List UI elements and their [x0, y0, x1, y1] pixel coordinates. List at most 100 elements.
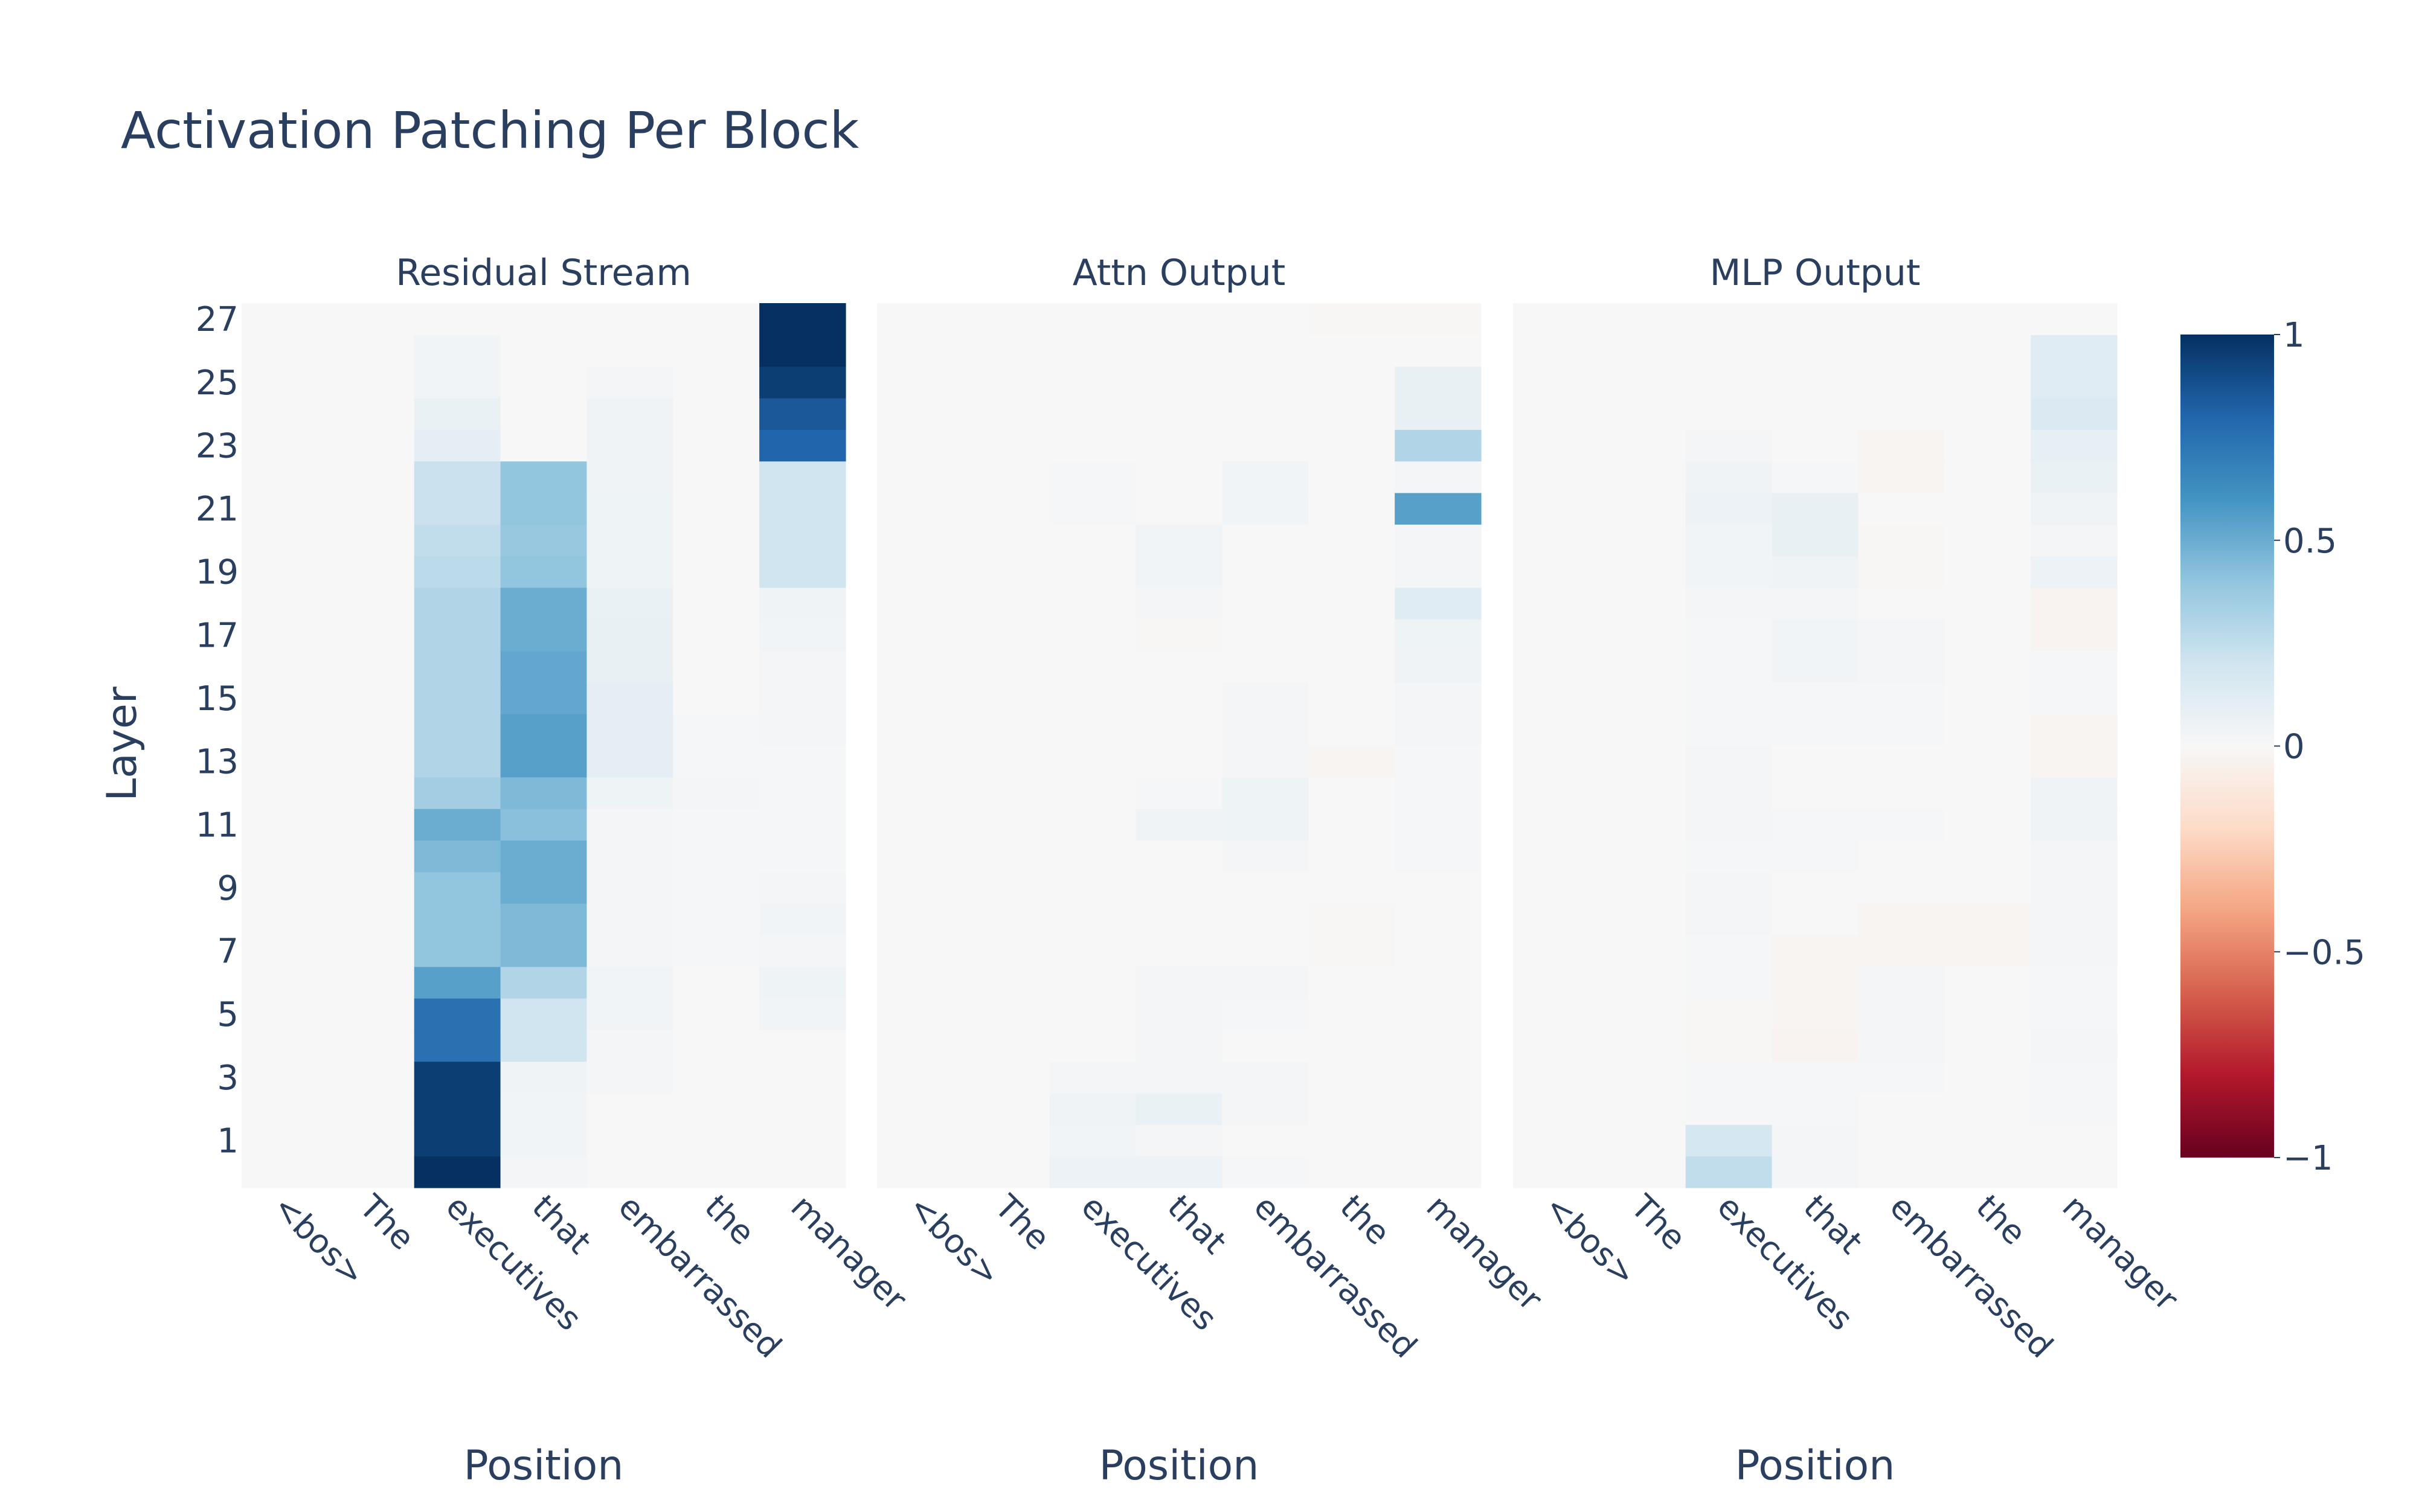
heatmap-cell [673, 1061, 760, 1094]
heatmap-cell [586, 840, 673, 873]
heatmap-cell [1599, 619, 1686, 652]
heatmap-cell [1944, 966, 2031, 999]
heatmap-cell [1772, 1030, 1859, 1062]
heatmap-cell [1395, 745, 1482, 778]
heatmap-cell [1308, 777, 1395, 809]
heatmap-cell [327, 1061, 415, 1094]
heatmap-cell [500, 903, 588, 936]
heatmap-cell [327, 777, 415, 809]
heatmap-cell [1685, 840, 1773, 873]
heatmap-cell [242, 556, 329, 588]
heatmap-cell [877, 1156, 964, 1188]
heatmap-cell [1685, 903, 1773, 936]
heatmap-cell [1395, 1124, 1482, 1157]
subplot-title: Residual Stream [396, 252, 692, 294]
heatmap-cell [1136, 492, 1223, 525]
heatmap-cell [1599, 556, 1686, 588]
heatmap-cell [1599, 429, 1686, 462]
heatmap-cell [1772, 1156, 1859, 1188]
heatmap-cell [1049, 1156, 1137, 1188]
heatmap-cell [877, 745, 964, 778]
heatmap-cell [1772, 682, 1859, 714]
heatmap-cell [673, 1093, 760, 1125]
heatmap-cell [1772, 650, 1859, 683]
heatmap-cell [586, 714, 673, 746]
heatmap-cell [1685, 935, 1773, 967]
heatmap-cell [1222, 1124, 1309, 1157]
heatmap-cell [242, 871, 329, 904]
heatmap-cell [2031, 1124, 2118, 1157]
heatmap-cell [1599, 524, 1686, 557]
heatmap-cell [242, 650, 329, 683]
heatmap-cell [1049, 366, 1137, 399]
heatmap-cell [1308, 303, 1395, 335]
heatmap-cell [1136, 303, 1223, 335]
heatmap-cell [877, 714, 964, 746]
heatmap-cell [586, 871, 673, 904]
x-axis-title: Position [1099, 1442, 1259, 1490]
heatmap-cell [327, 587, 415, 620]
heatmap-cell [1858, 303, 1945, 335]
heatmap-cell [673, 903, 760, 936]
heatmap-cell [242, 840, 329, 873]
heatmap-cell [673, 1124, 760, 1157]
heatmap-cell [414, 998, 501, 1030]
heatmap-cell [414, 303, 501, 335]
heatmap-cell [2031, 556, 2118, 588]
heatmap-cell [673, 461, 760, 493]
colorbar-tick-label: −0.5 [2283, 933, 2365, 972]
heatmap-cell [586, 492, 673, 525]
heatmap-cell [242, 745, 329, 778]
heatmap-cell [673, 871, 760, 904]
heatmap-cell [414, 682, 501, 714]
heatmap-cell [1772, 998, 1859, 1030]
heatmap-cell [500, 1156, 588, 1188]
heatmap-cell [414, 1061, 501, 1094]
heatmap-cell [327, 809, 415, 841]
heatmap-cell [1513, 587, 1600, 620]
heatmap-cell [1395, 998, 1482, 1030]
heatmap-cell [963, 840, 1050, 873]
heatmap-cell [500, 840, 588, 873]
colorbar-tick-label: 0.5 [2283, 522, 2337, 561]
heatmap-cell [500, 556, 588, 588]
heatmap-cell [1599, 650, 1686, 683]
heatmap-cell [1685, 335, 1773, 367]
heatmap-cell [1599, 966, 1686, 999]
y-tick-label: 13 [196, 743, 239, 782]
heatmap-cell [242, 809, 329, 841]
heatmap-cell [414, 935, 501, 967]
heatmap-cell [877, 429, 964, 462]
heatmap-cell [1049, 397, 1137, 430]
heatmap-cell [1222, 492, 1309, 525]
heatmap-cell [1222, 1156, 1309, 1188]
y-axis-label: Layer [98, 687, 146, 801]
heatmap-cell [1944, 682, 2031, 714]
heatmap-cell [963, 998, 1050, 1030]
heatmap-cell [1222, 429, 1309, 462]
heatmap-cell [1599, 492, 1686, 525]
heatmap-cell [327, 903, 415, 936]
heatmap-cell [1395, 871, 1482, 904]
heatmap-cell [1858, 587, 1945, 620]
heatmap-cell [1858, 492, 1945, 525]
heatmap-cell [1395, 903, 1482, 936]
heatmap-cell [759, 650, 846, 683]
heatmap-cell [1308, 366, 1395, 399]
heatmap-cell [1136, 871, 1223, 904]
subplot-title: MLP Output [1710, 252, 1921, 294]
y-tick-label: 3 [217, 1059, 239, 1098]
heatmap-cell [1599, 1061, 1686, 1094]
heatmap-cell [1685, 871, 1773, 904]
heatmap-cell [1944, 397, 2031, 430]
heatmap-cell [1308, 935, 1395, 967]
heatmap-cell [1049, 1124, 1137, 1157]
heatmap-cell [877, 682, 964, 714]
heatmap-cell [1049, 587, 1137, 620]
heatmap-cell [1136, 650, 1223, 683]
heatmap-cell [414, 903, 501, 936]
heatmap-cell [1395, 682, 1482, 714]
heatmap-cell [586, 1061, 673, 1094]
heatmap-cell [759, 840, 846, 873]
heatmap-cell [2031, 650, 2118, 683]
